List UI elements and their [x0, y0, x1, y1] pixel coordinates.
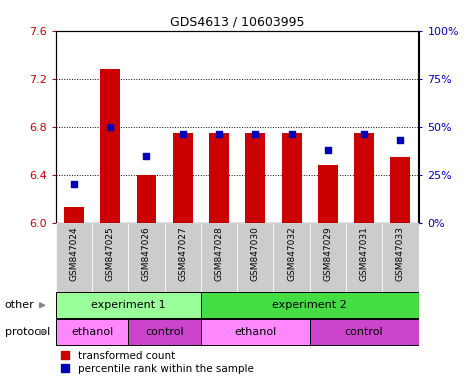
- Point: [179, 131, 186, 137]
- Text: GSM847027: GSM847027: [178, 226, 187, 281]
- Bar: [354, 133, 374, 223]
- Text: GSM847024: GSM847024: [69, 226, 79, 281]
- Text: GSM847026: GSM847026: [142, 226, 151, 281]
- Bar: [56, 319, 128, 345]
- Text: ethanol: ethanol: [71, 327, 113, 337]
- Title: GDS4613 / 10603995: GDS4613 / 10603995: [170, 15, 305, 28]
- Bar: [165, 223, 201, 292]
- Bar: [64, 207, 84, 223]
- Point: [360, 131, 368, 137]
- Text: GSM847025: GSM847025: [106, 226, 115, 281]
- Bar: [201, 223, 237, 292]
- Bar: [201, 292, 418, 318]
- Text: GSM847029: GSM847029: [323, 226, 332, 281]
- Point: [397, 137, 404, 143]
- Bar: [173, 133, 193, 223]
- Bar: [128, 319, 201, 345]
- Point: [215, 131, 223, 137]
- Bar: [310, 223, 346, 292]
- Text: experiment 1: experiment 1: [91, 300, 166, 310]
- Text: experiment 2: experiment 2: [272, 300, 347, 310]
- Bar: [382, 223, 418, 292]
- Text: GSM847032: GSM847032: [287, 226, 296, 281]
- Bar: [346, 223, 382, 292]
- Point: [70, 181, 78, 187]
- Bar: [92, 223, 128, 292]
- Text: protocol: protocol: [5, 327, 50, 337]
- Bar: [310, 319, 418, 345]
- Bar: [391, 157, 410, 223]
- Bar: [246, 133, 265, 223]
- Bar: [209, 133, 229, 223]
- Text: GSM847033: GSM847033: [396, 226, 405, 281]
- Point: [288, 131, 295, 137]
- Bar: [201, 319, 310, 345]
- Bar: [100, 69, 120, 223]
- Text: ethanol: ethanol: [234, 327, 276, 337]
- Point: [324, 147, 332, 153]
- Point: [252, 131, 259, 137]
- Bar: [56, 292, 201, 318]
- Point: [143, 152, 150, 159]
- Point: [106, 124, 114, 130]
- Bar: [273, 223, 310, 292]
- Text: other: other: [5, 300, 34, 310]
- Text: GSM847031: GSM847031: [359, 226, 369, 281]
- Bar: [56, 223, 92, 292]
- Text: control: control: [345, 327, 384, 337]
- Legend: transformed count, percentile rank within the sample: transformed count, percentile rank withi…: [61, 351, 253, 374]
- Bar: [282, 133, 301, 223]
- Bar: [137, 175, 156, 223]
- Text: GSM847028: GSM847028: [214, 226, 224, 281]
- Text: control: control: [145, 327, 184, 337]
- Text: GSM847030: GSM847030: [251, 226, 260, 281]
- Bar: [128, 223, 165, 292]
- Bar: [318, 165, 338, 223]
- Bar: [237, 223, 273, 292]
